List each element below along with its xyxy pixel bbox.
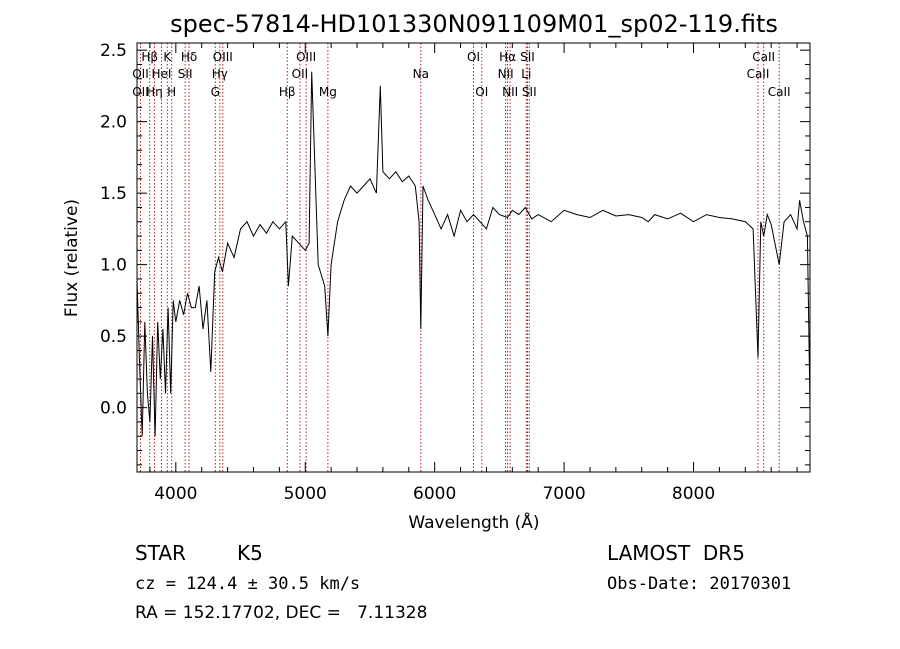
spectral-line-label: CaII [768, 85, 791, 99]
y-axis-ticks: 0.0 0.5 1.0 1.5 2.0 2.5 [100, 41, 810, 466]
y-tick-label: 2.0 [100, 113, 127, 133]
y-tick-label: 1.0 [100, 256, 127, 276]
spectral-line-label: HeI [151, 67, 171, 81]
spectral-line-label: Li [521, 67, 531, 81]
spectral-line-label: SII [178, 67, 193, 81]
spectral-line-label: OI [475, 85, 488, 99]
spectrum-line [136, 71, 811, 437]
spectral-line-label: Na [413, 67, 429, 81]
x-tick-label: 5000 [284, 484, 327, 504]
y-tick-label: 0.5 [100, 327, 127, 347]
spectral-line-label: OIII [213, 50, 233, 64]
spectral-line-label: SII [522, 85, 537, 99]
spectral-line-label: NII [502, 85, 518, 99]
chart-title: spec-57814-HD101330N091109M01_sp02-119.f… [170, 10, 778, 38]
spectral-line-label: OIII [296, 50, 316, 64]
y-tick-label: 1.5 [100, 184, 127, 204]
obs-date: Obs-Date: 20170301 [607, 574, 792, 594]
spectral-line-label: Hγ [212, 67, 228, 81]
plot-frame [136, 42, 811, 473]
spectral-line-label: Hη [146, 85, 163, 99]
spectral-line-label: K [163, 50, 172, 64]
x-tick-label: 6000 [413, 484, 456, 504]
spectral-line-label: Mg [319, 85, 337, 99]
spectral-line-label: OII [132, 67, 149, 81]
spectral-line-label: OI [467, 50, 480, 64]
spectral-line-label: OII [292, 67, 309, 81]
x-tick-label: 4000 [154, 484, 197, 504]
x-tick-label: 7000 [542, 484, 585, 504]
x-axis-ticks: 4000 5000 6000 7000 8000 [149, 43, 798, 504]
spectral-line-label: G [211, 85, 220, 99]
coordinates: RA = 152.17702, DEC = 7.11328 [135, 603, 428, 623]
object-subclass: K5 [237, 541, 263, 565]
spectral-line-label: Hδ [181, 50, 197, 64]
y-tick-label: 2.5 [100, 41, 127, 61]
spectral-line-label: H [167, 85, 176, 99]
y-tick-label: 0.0 [100, 399, 127, 419]
spectral-line-label: Hα [499, 50, 516, 64]
spectral-line-label: Hβ [141, 50, 158, 64]
x-tick-label: 8000 [672, 484, 715, 504]
spectral-line-label: SII [520, 50, 535, 64]
spectral-line-label: OII [132, 85, 149, 99]
y-axis-label: Flux (relative) [62, 199, 82, 317]
object-class: STAR [135, 541, 186, 565]
spectral-line-markers [139, 43, 780, 472]
survey-name: LAMOST DR5 [607, 541, 745, 565]
spectral-line-label: CaII [747, 67, 770, 81]
spectral-line-label: Hβ [279, 85, 296, 99]
redshift-info: cz = 124.4 ± 30.5 km/s [135, 574, 361, 594]
x-axis-label: Wavelength (Å) [408, 511, 539, 533]
spectral-line-label: NII [498, 67, 514, 81]
spectral-line-label: CaII [752, 50, 775, 64]
